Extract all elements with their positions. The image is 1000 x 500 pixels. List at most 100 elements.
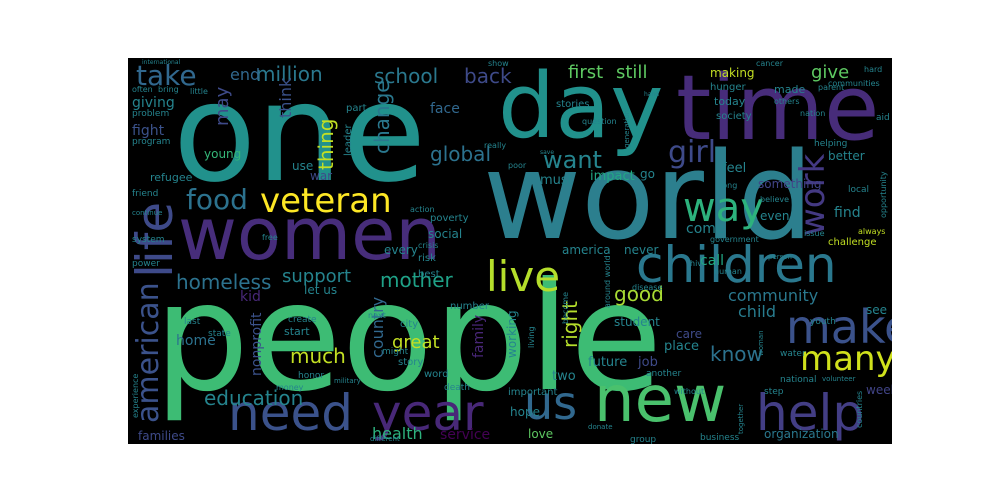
word-number: number	[450, 301, 490, 312]
word-week: week	[866, 383, 892, 397]
word-organization: organization	[764, 427, 839, 441]
word-families: families	[138, 429, 185, 443]
word-mother: mother	[380, 268, 453, 292]
word-question: question	[582, 117, 617, 126]
word-may: may	[212, 86, 233, 126]
word-people: people	[154, 251, 663, 425]
word-city: city	[400, 319, 419, 330]
word-communities: communities	[828, 79, 880, 88]
word-community: community	[728, 286, 819, 305]
word-another: another	[646, 369, 682, 379]
word-issue: issue	[804, 229, 825, 238]
word-without: without	[674, 387, 705, 396]
word-hiv: hiv	[690, 259, 703, 268]
word-helping: helping	[814, 139, 848, 149]
word-long: long	[720, 181, 738, 190]
word-parent: parent	[818, 83, 845, 92]
word-school: school	[374, 64, 439, 88]
word-let_us: let us	[304, 283, 338, 297]
word-poor: poor	[508, 161, 527, 170]
word-death: death	[444, 383, 470, 393]
word-refugee: refugee	[150, 171, 193, 184]
word-million: million	[256, 62, 323, 86]
word-save: save	[540, 149, 555, 156]
word-make: make	[786, 300, 892, 354]
word-family: family	[471, 314, 487, 358]
word-must: must	[540, 173, 573, 188]
word-important: important	[508, 387, 558, 398]
word-america: america	[562, 243, 611, 257]
word-become: become	[561, 291, 570, 324]
word-women: women	[178, 192, 442, 276]
word-program: program	[132, 137, 171, 147]
word-working: working	[505, 310, 519, 358]
word-experience: experience	[131, 373, 140, 418]
word-crisis: crisis	[418, 241, 439, 250]
word-nonprofit: nonprofit	[249, 312, 265, 376]
word-never: never	[624, 243, 659, 257]
word-thing: thing	[314, 118, 338, 170]
word-military: military	[334, 377, 361, 385]
word-believe: believe	[760, 195, 790, 204]
word-place: place	[664, 339, 699, 354]
word-action: action	[410, 205, 435, 214]
word-think: think	[276, 77, 295, 118]
word-giving: giving	[132, 95, 175, 111]
word-local: local	[848, 185, 869, 195]
word-hope: hope	[510, 405, 540, 419]
word-best: best	[418, 269, 440, 280]
word-find: find	[834, 205, 861, 221]
word-nation: nation	[800, 109, 826, 118]
word-feel: feel	[722, 161, 747, 176]
word-many: many	[800, 339, 892, 379]
word-human: human	[714, 267, 742, 276]
word-living: living	[527, 326, 536, 348]
word-kid: kid	[240, 289, 261, 305]
word-different: different	[370, 435, 400, 443]
word-cancer: cancer	[756, 59, 783, 68]
word-two: two	[552, 369, 576, 384]
word-use: use	[292, 159, 314, 173]
word-power: power	[132, 259, 160, 269]
word-money: money	[276, 383, 304, 392]
word-food: food	[186, 183, 248, 216]
word-show: show	[488, 59, 509, 68]
word-know: know	[710, 342, 763, 366]
word-disease: disease	[632, 283, 663, 292]
word-cloud: one day time world people women life chi…	[128, 58, 892, 444]
word-next: next	[368, 311, 386, 320]
word-stories: stories	[556, 99, 590, 110]
word-last: last	[184, 317, 201, 327]
word-today: today	[714, 95, 746, 108]
word-little: little	[190, 87, 208, 96]
word-aid: aid	[876, 113, 890, 123]
word-state: state	[208, 329, 231, 339]
word-problem: problem	[132, 109, 170, 119]
word-time: time	[676, 58, 880, 161]
word-opportunity: opportunity	[879, 171, 888, 218]
word-future: future	[588, 355, 628, 370]
word-live: live	[486, 252, 561, 301]
word-better: better	[828, 149, 865, 163]
word-water: water	[780, 349, 806, 359]
word-much: much	[290, 344, 346, 368]
word-hunger: hunger	[710, 82, 746, 93]
word-still: still	[616, 62, 648, 83]
word-great: great	[392, 332, 440, 353]
word-come: come	[686, 221, 725, 237]
word-together: together	[737, 403, 745, 434]
word-group: group	[630, 435, 657, 445]
word-step: step	[764, 387, 784, 397]
word-give: give	[811, 62, 850, 83]
word-need: need	[228, 384, 353, 442]
word-care: care	[676, 327, 703, 341]
word-change: change	[370, 80, 394, 154]
word-leader: leader	[343, 124, 354, 156]
word-always: always	[858, 227, 886, 236]
word-bring: bring	[158, 85, 179, 94]
word-health: health	[372, 424, 423, 443]
word-start: start	[284, 325, 310, 338]
word-challenge: challenge	[828, 237, 877, 248]
word-free: free	[262, 233, 278, 242]
word-way: way	[683, 185, 764, 231]
